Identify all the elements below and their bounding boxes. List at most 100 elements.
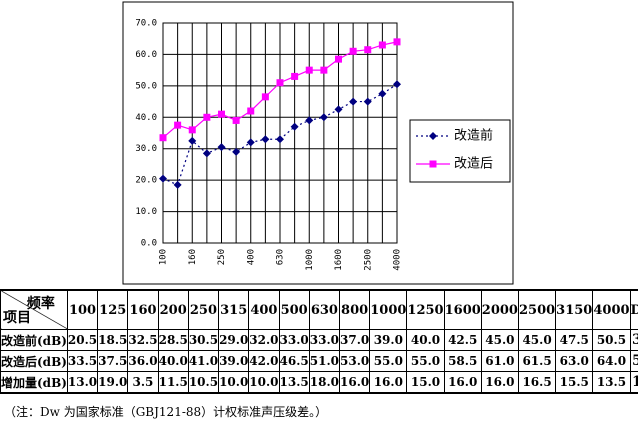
table-cell: 16.0: [338, 371, 371, 394]
point: [305, 116, 314, 125]
table-cell: 18.0: [308, 371, 341, 394]
table-cell: 增加量(dB): [0, 371, 68, 394]
point: [429, 160, 437, 168]
x-tick-label: 250: [217, 249, 227, 265]
point: [363, 97, 372, 106]
corner-label: 频率: [26, 296, 55, 312]
point: [188, 126, 196, 134]
table-cell: 4000: [592, 289, 631, 330]
table-cell: 47.5: [555, 329, 594, 351]
table-cell: 37.0: [338, 329, 371, 351]
table-cell: 1250: [406, 289, 445, 330]
point: [378, 89, 387, 98]
point: [429, 132, 437, 140]
y-tick-label: 10.0: [135, 207, 157, 217]
table-cell: 28.5: [157, 329, 189, 351]
point: [290, 122, 299, 131]
table-cell: 46.5: [278, 350, 310, 372]
table-cell: 16.0: [443, 371, 482, 394]
table-cell: 200: [157, 289, 189, 330]
point: [247, 107, 255, 115]
point: [319, 113, 328, 122]
table-cell: 1000: [369, 289, 408, 330]
table-cell: 33.5: [66, 350, 99, 372]
table-cell: 58.5: [443, 350, 482, 372]
y-tick-label: 70.0: [135, 19, 157, 29]
table-row: 改造后(dB) 33.5 37.5 36.0 40.0 41.0 39.0 42.0 46.5 5…: [0, 350, 638, 372]
table-cell: 500: [278, 289, 310, 330]
point: [217, 143, 226, 152]
point: [276, 79, 284, 87]
y-tick-label: 60.0: [135, 50, 157, 60]
table-cell: 10.5: [187, 371, 220, 394]
table-cell: 13.5: [592, 371, 631, 394]
table-cell: 30.5: [187, 329, 220, 351]
series-line: [162, 83, 398, 186]
table-cell: 800: [338, 289, 371, 330]
table-cell: 10.0: [248, 371, 280, 394]
point: [232, 147, 241, 156]
x-tick-label: 100: [159, 249, 169, 265]
table-row: 改造前(dB) 20.5 18.5 32.5 28.5 30.5 29.0 32.0 33.0 3…: [0, 329, 638, 351]
table-cell: 13.5: [278, 371, 310, 394]
table-cell: 37.5: [97, 350, 129, 372]
table-cell: 38: [629, 329, 638, 351]
table-cell: 45.0: [480, 329, 519, 351]
table-cell: 630: [308, 289, 341, 330]
table-cell: 10.0: [218, 371, 250, 394]
table-cell: 51.0: [308, 350, 341, 372]
x-tick-label: 400: [246, 249, 256, 265]
table-cell: 32.0: [248, 329, 280, 351]
point: [159, 134, 167, 142]
x-tick-label: 4000: [393, 249, 403, 271]
table-cell: 3.5: [127, 371, 159, 394]
point: [159, 174, 167, 183]
table-cell: 42.5: [443, 329, 482, 351]
point: [378, 41, 386, 49]
point: [203, 113, 211, 121]
table-cell: 125: [97, 289, 129, 330]
table-cell: 160: [127, 289, 159, 330]
table-cell: 13: [629, 371, 638, 394]
table-cell: 39.0: [369, 329, 408, 351]
table-cell: 40.0: [157, 350, 189, 372]
table-cell: 36.0: [127, 350, 159, 372]
table-cell: 64.0: [592, 350, 631, 372]
point: [261, 135, 270, 144]
table-cell: 51: [629, 350, 638, 372]
point: [320, 66, 328, 74]
table-cell: 频率 项目: [0, 289, 68, 330]
corner-label: 项目: [3, 310, 31, 326]
y-tick-label: 30.0: [135, 144, 157, 154]
y-tick-label: 20.0: [135, 176, 157, 186]
legend-label: 改造后: [454, 157, 493, 172]
point: [232, 116, 240, 124]
point: [173, 180, 182, 189]
table-cell: 19.0: [97, 371, 129, 394]
x-tick-label: 630: [276, 249, 286, 265]
point: [393, 80, 401, 89]
table-cell: 16.5: [517, 371, 557, 394]
chart: 0.0 10.0 20.0 30.0 40.0 50.0 60.0 70.0 100 160 250…: [122, 1, 514, 285]
table-cell: 2000: [480, 289, 519, 330]
table-cell: 42.0: [248, 350, 280, 372]
table-cell: 33.0: [278, 329, 310, 351]
point: [291, 72, 299, 80]
table-cell: 100: [66, 289, 99, 330]
table-cell: 45.0: [517, 329, 557, 351]
table-cell: 250: [187, 289, 220, 330]
table-cell: 11.5: [157, 371, 189, 394]
table-cell: 40.0: [406, 329, 445, 351]
data-table: 频率 项目 100 125 160 200 250 315 400 500 630 800 1000 12…: [0, 289, 638, 394]
point: [246, 138, 255, 147]
table-cell: 16.0: [480, 371, 519, 394]
table-cell: 55.0: [369, 350, 408, 372]
table-cell: Dw: [629, 289, 638, 330]
table-cell: 20.5: [66, 329, 99, 351]
table-cell: 15.0: [406, 371, 445, 394]
point: [305, 66, 313, 74]
point: [218, 110, 225, 118]
table-cell: 50.5: [592, 329, 631, 351]
table-cell: 改造前(dB): [0, 329, 68, 351]
